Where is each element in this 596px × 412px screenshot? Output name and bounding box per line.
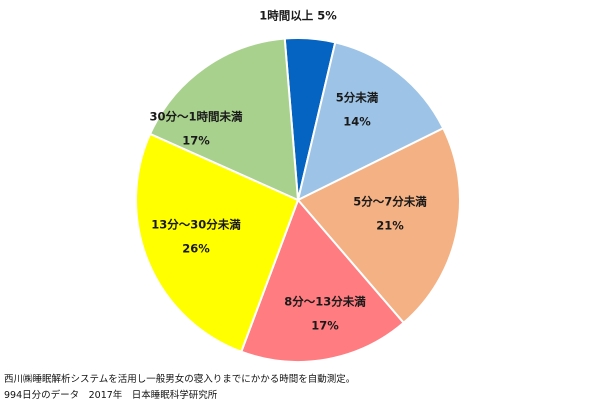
slice-percent-5: 26% — [182, 242, 210, 256]
pie-chart: 1時間以上 5% 5分未満 14% 5分～7分未満 21% 8分～13分未満 17% 13分～… — [135, 9, 461, 363]
pie-slice-2 — [296, 41, 445, 202]
slice-label-2: 5分未満 — [336, 91, 379, 105]
pie-slice-5 — [135, 132, 300, 354]
slice-percent-6: 17% — [182, 134, 210, 148]
slice-percent-4: 17% — [311, 319, 339, 333]
pie-slice-6 — [148, 37, 300, 202]
slice-label-6: 30分～1時間未満 — [149, 110, 243, 124]
method-note: 西川㈱睡眠解析システムを活用し一般男女の寝入りまでにかかる時間を自動測定。 — [4, 374, 356, 385]
pie-slice-4 — [239, 198, 406, 363]
slice-label-5: 13分～30分未満 — [151, 218, 241, 232]
slice-label-3: 5分～7分未満 — [353, 195, 427, 209]
source-note: 994日分のデータ 2017年 日本睡眠科学研究所 — [4, 390, 218, 401]
slice-percent-3: 21% — [376, 219, 404, 233]
slice-label-4: 8分～13分未満 — [284, 295, 366, 309]
slice-percent-2: 14% — [343, 115, 371, 129]
pie-slice-3 — [296, 126, 461, 325]
slice-label-1: 1時間以上 5% — [259, 9, 337, 23]
